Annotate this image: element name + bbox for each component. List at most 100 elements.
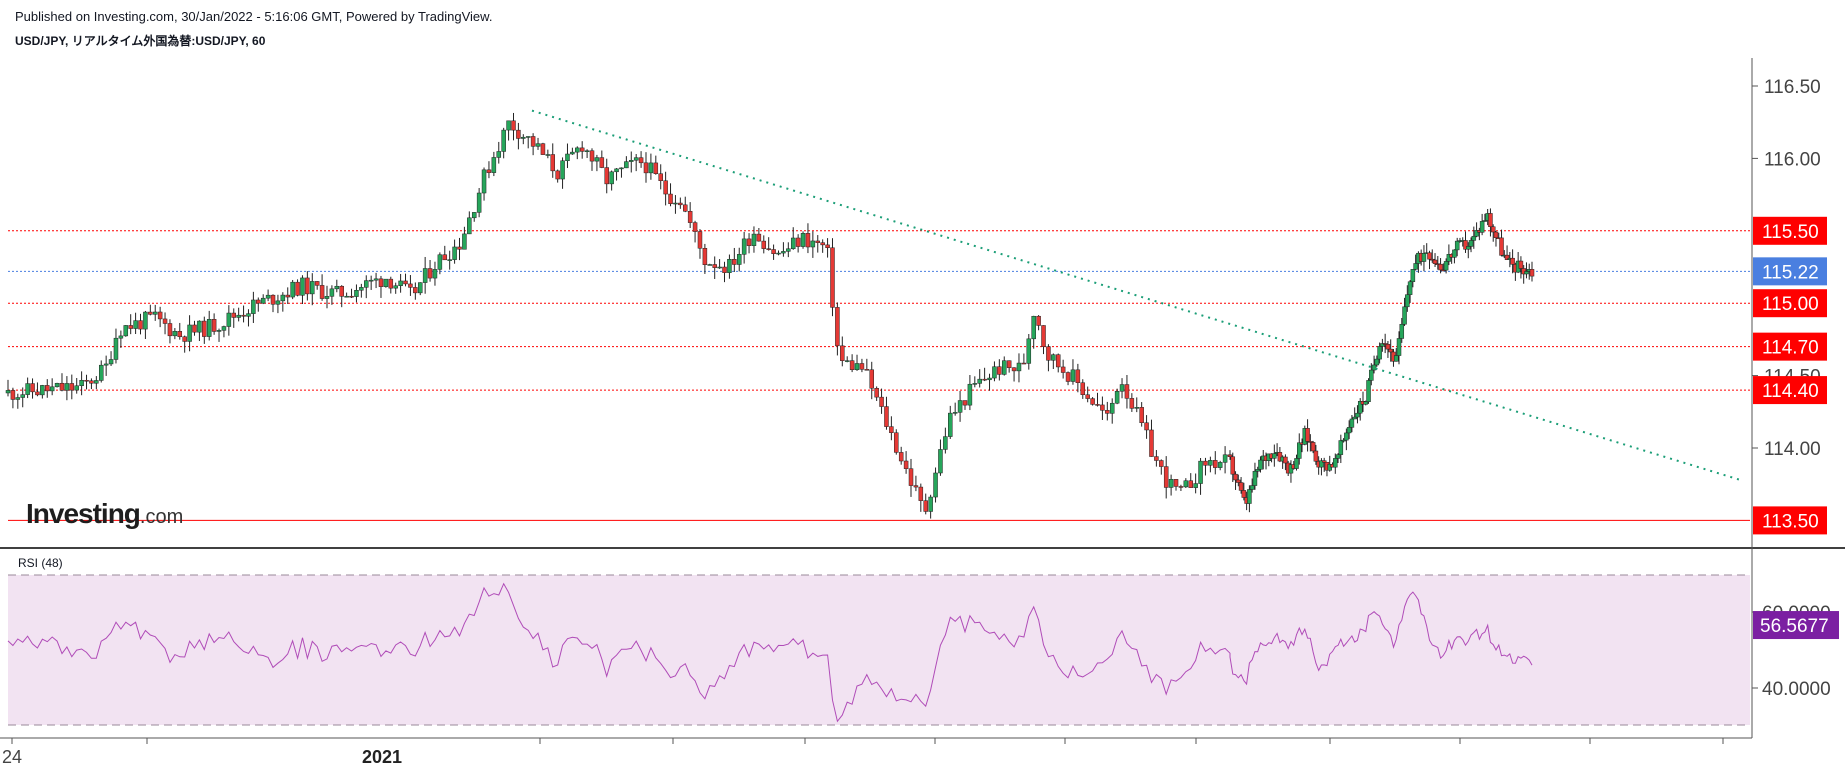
candle-body bbox=[1371, 364, 1377, 371]
candle-body bbox=[1258, 459, 1263, 470]
candle-body bbox=[30, 383, 35, 393]
candle-body bbox=[143, 311, 148, 330]
candle-body bbox=[20, 394, 25, 398]
candle-body bbox=[530, 136, 536, 147]
candle-body bbox=[471, 212, 477, 219]
candle-body bbox=[972, 383, 978, 385]
candle-body bbox=[1421, 253, 1427, 262]
candle-body bbox=[467, 217, 472, 235]
candle-body bbox=[256, 299, 261, 304]
candle-body bbox=[594, 157, 600, 162]
candle-body bbox=[1036, 315, 1041, 326]
candle-body bbox=[1255, 469, 1260, 472]
candle-body bbox=[280, 294, 286, 302]
candle-body bbox=[575, 147, 580, 153]
candle-body bbox=[1427, 252, 1432, 260]
candle-body bbox=[1430, 258, 1435, 261]
candle-body bbox=[1139, 407, 1144, 423]
candle-body bbox=[565, 153, 570, 162]
candle-body bbox=[1413, 263, 1418, 270]
candle-body bbox=[1363, 401, 1369, 405]
candle-body bbox=[437, 254, 443, 270]
candle-body bbox=[1272, 453, 1277, 459]
candle-body bbox=[1333, 458, 1338, 468]
candle-body bbox=[869, 369, 874, 389]
candle-body bbox=[805, 233, 811, 248]
candle-body bbox=[398, 280, 403, 286]
candle-body bbox=[1385, 344, 1391, 350]
candle-body bbox=[1283, 456, 1288, 464]
candle-body bbox=[771, 249, 776, 254]
candle-body bbox=[364, 280, 369, 288]
candle-body bbox=[329, 288, 335, 297]
candle-body bbox=[40, 385, 45, 396]
candle-body bbox=[633, 157, 639, 161]
candle-body bbox=[923, 500, 928, 512]
candle-body bbox=[692, 222, 698, 232]
candle-body bbox=[879, 396, 884, 407]
rsi-title: RSI (48) bbox=[18, 556, 63, 570]
candle-body bbox=[167, 323, 173, 337]
candle-body bbox=[732, 259, 737, 265]
candle-body bbox=[177, 331, 183, 338]
candle-body bbox=[894, 432, 899, 453]
candle-body bbox=[928, 496, 933, 512]
candle-body bbox=[1529, 269, 1535, 277]
candle-body bbox=[1308, 441, 1313, 443]
candle-body bbox=[859, 363, 865, 370]
candle-body bbox=[432, 269, 438, 279]
candle-body bbox=[1294, 458, 1299, 469]
candle-body bbox=[815, 240, 821, 243]
candle-body bbox=[35, 391, 40, 396]
candle-body bbox=[496, 151, 502, 158]
candle-body bbox=[5, 390, 11, 394]
candle-body bbox=[393, 285, 398, 289]
candle-body bbox=[1129, 398, 1135, 409]
candle-body bbox=[854, 363, 860, 371]
candle-body bbox=[1249, 485, 1255, 490]
logo-main: Investing bbox=[26, 498, 141, 529]
candle-body bbox=[1149, 429, 1154, 457]
candle-body bbox=[123, 325, 129, 337]
candle-body bbox=[1080, 382, 1086, 395]
candle-body bbox=[560, 160, 565, 180]
candle-body bbox=[579, 147, 585, 152]
candle-body bbox=[1380, 343, 1385, 347]
candle-body bbox=[795, 237, 801, 247]
candle-body bbox=[452, 246, 457, 260]
candle-body bbox=[992, 366, 997, 379]
candle-body bbox=[1241, 490, 1247, 498]
candle-body bbox=[1349, 418, 1355, 428]
candle-body bbox=[216, 330, 222, 332]
candle-body bbox=[648, 162, 654, 174]
level-label-115.50-bg bbox=[1753, 216, 1827, 245]
candle-body bbox=[339, 285, 344, 297]
rsi-current-label: 56.5677 bbox=[1760, 616, 1829, 637]
candle-body bbox=[668, 193, 673, 205]
candle-body bbox=[103, 363, 109, 366]
candle-body bbox=[349, 295, 354, 298]
candle-body bbox=[152, 311, 158, 315]
candle-body bbox=[604, 167, 609, 185]
candle-body bbox=[1310, 442, 1316, 452]
candle-body bbox=[1070, 369, 1076, 382]
candle-body bbox=[202, 320, 207, 337]
candle-body bbox=[1203, 460, 1208, 466]
candle-body bbox=[1443, 261, 1449, 271]
candle-body bbox=[221, 326, 227, 331]
candle-body bbox=[786, 248, 791, 252]
candle-body bbox=[1208, 460, 1213, 466]
level-label-113.50: 113.50 bbox=[1762, 511, 1819, 532]
candle-body bbox=[643, 162, 649, 174]
candle-body bbox=[761, 240, 767, 249]
candle-body bbox=[10, 390, 16, 400]
horizontal-levels bbox=[8, 230, 1750, 521]
candle-body bbox=[49, 386, 55, 392]
candle-body bbox=[408, 283, 413, 288]
candle-body bbox=[918, 486, 924, 501]
candle-body bbox=[157, 311, 163, 320]
candle-body bbox=[545, 154, 551, 156]
candle-body bbox=[226, 312, 232, 327]
